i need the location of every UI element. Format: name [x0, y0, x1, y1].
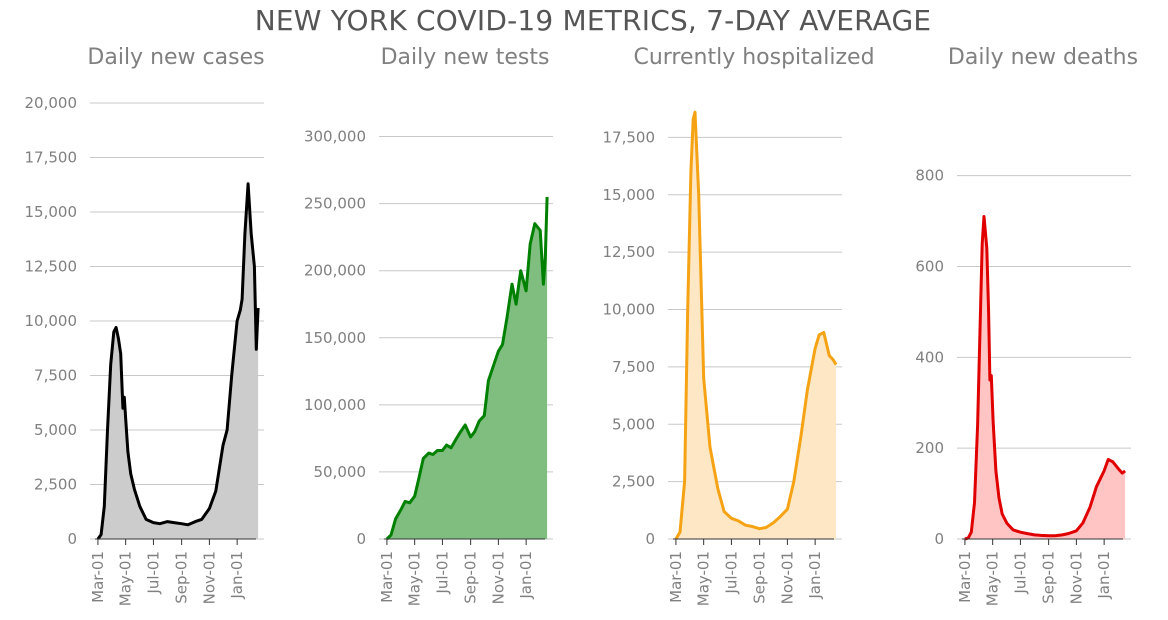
y-tick-label: 10,000	[603, 301, 656, 319]
x-tick-label: Nov-01	[489, 551, 507, 604]
y-tick-label: 0	[67, 530, 77, 548]
panel-title: Currently hospitalized	[633, 45, 874, 70]
series-area	[97, 183, 259, 539]
x-tick-label: Jul-01	[722, 551, 740, 595]
y-tick-label: 200,000	[304, 262, 366, 280]
x-tick-label: Mar-01	[378, 551, 396, 603]
y-tick-label: 10,000	[25, 312, 78, 330]
x-tick-label: Sep-01	[1040, 551, 1058, 604]
series-line	[674, 110, 838, 540]
y-tick-label: 12,500	[25, 258, 78, 276]
x-tick-label: Mar-01	[667, 551, 685, 603]
x-tick-label: Jul-01	[144, 551, 162, 595]
x-tick-label: Sep-01	[751, 551, 769, 604]
y-tick-label: 300,000	[304, 128, 366, 146]
y-tick-label: 50,000	[314, 463, 367, 481]
y-tick-label: 150,000	[304, 329, 366, 347]
y-tick-label: 2,500	[34, 476, 77, 494]
y-tick-label: 600	[915, 258, 944, 276]
y-tick-label: 12,500	[603, 243, 656, 261]
y-tick-label: 7,500	[34, 367, 77, 385]
y-tick-label: 2,500	[612, 473, 655, 491]
chart-panel-4: Daily new deaths 0 200 400 600 800 Mar-01 May-0…	[915, 45, 1138, 606]
y-tick-label: 200	[915, 439, 944, 457]
x-tick-label: Jul-01	[433, 551, 451, 595]
y-tick-label: 100,000	[304, 396, 366, 414]
chart-panel-3: Currently hospitalized 0 2,500 5,000 7,500 10…	[603, 45, 875, 606]
y-tick-label: 5,000	[34, 421, 77, 439]
chart-panel-1: Daily new cases 0 2,500 5,000 7,500 10,000 12,…	[25, 45, 265, 606]
y-tick-label: 17,500	[603, 128, 656, 146]
series-area	[675, 112, 837, 539]
x-tick-label: May-01	[406, 551, 424, 606]
y-tick-label: 0	[645, 530, 655, 548]
y-tick-label: 400	[915, 348, 944, 366]
panel-title: Daily new cases	[87, 45, 264, 70]
panel-title: Daily new deaths	[948, 45, 1138, 70]
y-tick-label: 800	[915, 167, 944, 185]
x-tick-label: Jul-01	[1011, 551, 1029, 595]
chart-panel-2: Daily new tests 0 50,000 100,000 150,000 200,…	[304, 45, 553, 606]
y-tick-label: 5,000	[612, 415, 655, 433]
series-line	[96, 182, 260, 540]
y-tick-label: 20,000	[25, 94, 78, 112]
x-tick-label: Mar-01	[956, 551, 974, 603]
x-tick-label: May-01	[117, 551, 135, 606]
series-line	[385, 196, 549, 541]
y-tick-label: 17,500	[25, 149, 78, 167]
x-tick-label: Sep-01	[462, 551, 480, 604]
series-area	[386, 196, 548, 539]
x-tick-label: Mar-01	[89, 551, 107, 603]
y-tick-label: 0	[356, 530, 366, 548]
y-tick-label: 15,000	[603, 186, 656, 204]
x-tick-label: Nov-01	[778, 551, 796, 604]
x-tick-label: Jan-01	[228, 551, 246, 600]
x-tick-label: Sep-01	[173, 551, 191, 604]
x-tick-label: May-01	[695, 551, 713, 606]
x-tick-label: Nov-01	[200, 551, 218, 604]
series-line	[964, 215, 1127, 541]
y-tick-label: 15,000	[25, 203, 78, 221]
y-tick-label: 0	[934, 530, 944, 548]
y-tick-label: 7,500	[612, 358, 655, 376]
x-tick-label: Jan-01	[517, 551, 535, 600]
panel-title: Daily new tests	[381, 45, 550, 70]
figure-title: NEW YORK COVID-19 METRICS, 7-DAY AVERAGE	[254, 4, 932, 37]
series-area	[964, 216, 1126, 539]
x-tick-label: Jan-01	[1095, 551, 1113, 600]
x-tick-label: Jan-01	[806, 551, 824, 600]
x-tick-label: Nov-01	[1067, 551, 1085, 604]
x-tick-label: May-01	[984, 551, 1002, 606]
y-tick-label: 250,000	[304, 195, 366, 213]
